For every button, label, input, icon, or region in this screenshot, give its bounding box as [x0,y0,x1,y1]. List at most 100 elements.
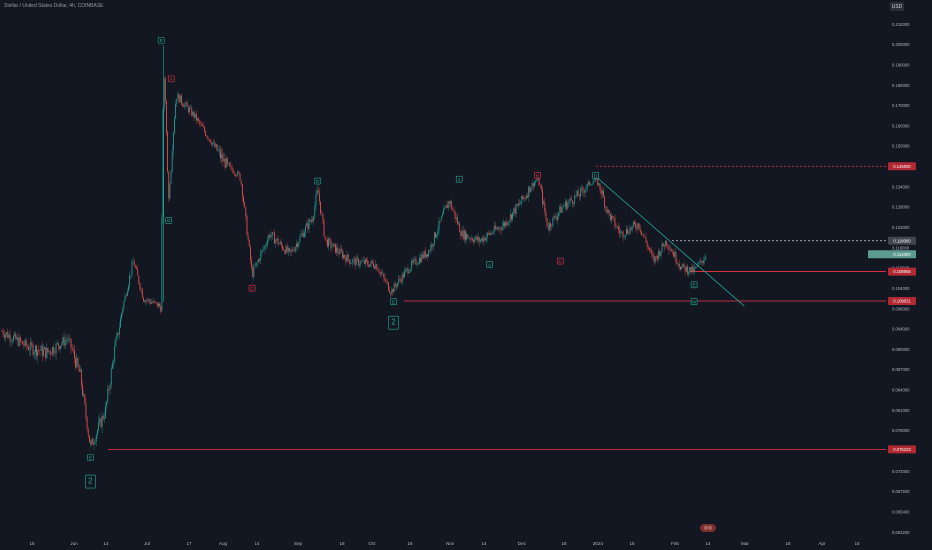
candle-body [317,190,319,194]
candle-body [375,264,377,269]
candle-body [652,253,654,257]
wave-label-box[interactable] [314,177,322,185]
candle-body [631,225,633,230]
candle-body [49,351,51,355]
candle-body [411,261,412,270]
axis-settings-button[interactable]: ◎◎ [700,524,716,532]
candle-body [695,267,696,269]
time-axis[interactable] [0,536,886,550]
wave-label-box[interactable] [556,257,564,265]
x-tick-label: Oct [368,541,376,546]
candle-body [516,204,518,206]
candle-body [429,250,431,252]
candle-body [554,216,556,219]
candle-body [369,263,371,267]
candle-body [382,273,384,275]
candle-body [176,98,178,104]
candle-body [174,118,175,133]
candle-body [459,223,461,233]
candle-body [565,201,566,207]
wave-label-box[interactable] [534,172,541,179]
x-tick-label: Jul [144,541,150,546]
candle-body [338,252,340,254]
candle-body [658,250,660,260]
wave-label-box[interactable] [85,474,96,489]
candle-body [643,234,645,237]
candle-body [624,235,626,237]
candle-body [332,243,334,247]
trend-line[interactable] [595,176,745,307]
currency-selector[interactable]: USD [890,2,904,11]
wave-label-box[interactable] [248,284,256,292]
wave-label-box[interactable] [690,298,698,306]
candle-body [550,223,551,227]
candle-body [623,236,625,238]
candle-body [405,269,407,272]
wave-label-box[interactable] [87,454,94,461]
y-tick-label: 0.090000 [892,347,910,352]
candle-body [323,219,325,237]
candle-body [337,247,339,253]
wave-label-box[interactable] [165,217,173,224]
candle-body [466,234,467,241]
candle-body [270,235,272,238]
candle-body [121,313,122,319]
candle-body [175,103,177,119]
candle-body [118,327,120,335]
candle-body [483,237,485,242]
candle-body [373,263,374,268]
candle-body [517,203,519,206]
candle-body [263,246,265,250]
candle-body [205,131,206,136]
candle-body [78,365,80,372]
wave-label-box[interactable] [592,172,599,179]
candle-body [549,223,550,230]
wave-label-text: B [167,218,170,223]
candle-body [696,267,697,268]
wave-label-box[interactable] [157,36,165,44]
candle-body [589,181,591,185]
candle-body [688,272,689,274]
wave-label-box[interactable] [390,298,397,306]
candle-body [486,232,488,238]
wave-label-box[interactable] [486,261,493,268]
wave-label-box[interactable] [455,175,463,183]
y-axis-ticks: 0.210000 0.200000 0.190000 0.180000 0.170000… [892,22,910,535]
candle-body [94,441,96,444]
candle-body [228,163,229,164]
candle-body [172,132,174,151]
price-level-badge [888,445,916,454]
candle-body [522,195,524,199]
candle-body [114,346,116,362]
candle-body [682,263,684,267]
candle-body [351,263,352,264]
candle-body [535,181,536,183]
candle-body [43,348,44,356]
candle-body [681,266,683,270]
wave-label-text: E [392,300,395,305]
wave-label-text: C [559,259,563,264]
wave-label-text: A [488,262,492,267]
candle-body [683,263,685,267]
candle-body [508,220,510,223]
candle-body [390,292,392,295]
candle-body [229,163,231,167]
candle-body [345,257,347,262]
candle-body [284,250,286,254]
candle-body [193,111,195,118]
candle-body [329,238,331,241]
candle-body [359,264,361,266]
wave-label-box[interactable] [690,281,698,289]
candle-body [168,171,170,199]
wave-label-box[interactable] [388,315,399,330]
candle-body [23,344,25,346]
wave-label-box[interactable] [167,75,175,83]
price-level-badge-text: 0.145000 [893,164,911,169]
y-tick-label: 0.065400 [892,510,910,515]
candle-body [312,220,313,222]
candle-body [154,301,156,302]
candle-body [138,275,140,284]
candle-body [67,339,68,341]
candle-body [82,385,83,396]
